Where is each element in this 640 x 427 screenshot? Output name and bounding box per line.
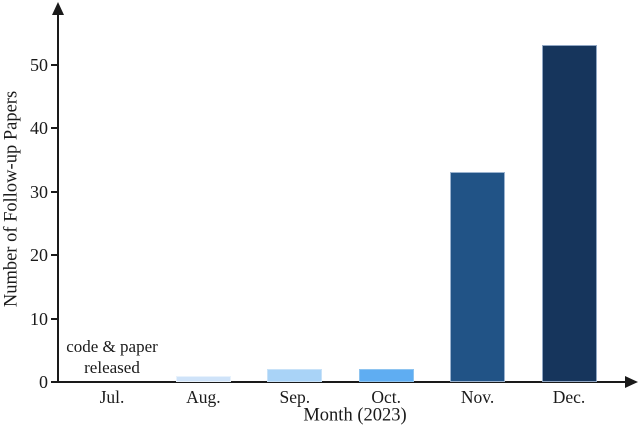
release-annotation: code & paper released [66,336,158,378]
x-tick-label-oct: Oct. [371,387,402,407]
y-tick-mark-30 [51,190,57,193]
x-axis-arrow-icon [625,376,638,388]
x-tick-label-jul: Jul. [99,387,125,407]
y-tick-label-40: 40 [30,118,48,138]
x-tick-label-sep: Sep. [279,387,311,407]
y-tick-label-0: 0 [39,372,48,392]
x-tick-label-dec: Dec. [552,387,586,407]
y-axis-arrow-icon [52,2,64,15]
bar-aug [175,375,231,382]
x-axis-line [57,381,627,383]
x-axis-title: Month (2023) [303,405,407,426]
x-tick-label-nov: Nov. [460,387,495,407]
y-tick-label-50: 50 [30,54,48,75]
bar-nov [450,172,506,382]
release-annotation-line2: released [84,358,140,377]
bar-sep [267,369,323,382]
bar-oct [358,369,414,382]
y-tick-label-20: 20 [30,245,48,265]
y-tick-mark-50 [51,63,57,66]
y-tick-label-30: 30 [30,181,48,202]
y-axis-line [57,10,59,383]
y-tick-mark-0 [51,381,57,383]
y-tick-label-10: 10 [30,308,48,329]
y-tick-mark-40 [51,127,57,129]
y-tick-mark-10 [51,317,57,320]
release-annotation-line1: code & paper [66,337,158,356]
x-tick-label-aug: Aug. [186,387,221,407]
bar-dec [541,45,597,382]
y-tick-mark-20 [51,254,57,256]
